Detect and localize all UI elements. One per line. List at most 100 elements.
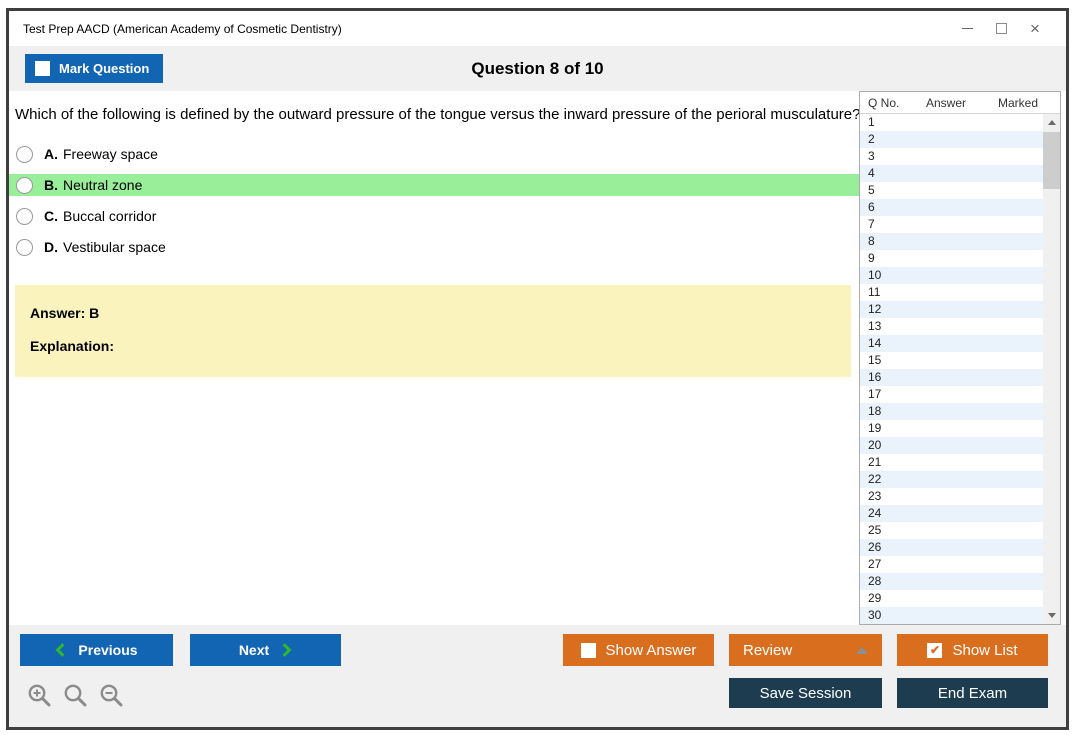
question-list-row[interactable]: 23: [868, 489, 882, 503]
mark-question-button[interactable]: Mark Question: [25, 54, 164, 83]
question-list-row[interactable]: 25: [868, 523, 882, 537]
option-letter: D.: [44, 239, 58, 255]
answer-option[interactable]: A. Freeway space: [9, 143, 859, 165]
answer-label: Answer: B: [30, 305, 100, 321]
previous-label: Previous: [78, 642, 138, 658]
question-list-row[interactable]: 8: [860, 233, 1043, 250]
question-list-row[interactable]: 14: [860, 335, 1043, 352]
scrollbar[interactable]: [1043, 114, 1060, 624]
save-session-button[interactable]: Save Session: [729, 678, 882, 708]
window-controls: ×: [950, 16, 1052, 42]
answer-option[interactable]: D. Vestibular space: [9, 236, 859, 258]
option-letter: C.: [44, 208, 58, 224]
minimize-button[interactable]: [950, 16, 984, 42]
question-list-row[interactable]: 15: [868, 353, 882, 367]
save-session-label: Save Session: [759, 684, 852, 702]
end-exam-label: End Exam: [937, 684, 1008, 702]
question-list-row[interactable]: 24: [860, 505, 1043, 522]
scroll-down-button[interactable]: [1043, 607, 1060, 624]
window-title: Test Prep AACD (American Academy of Cosm…: [23, 21, 342, 36]
zoom-reset-icon[interactable]: [62, 682, 89, 709]
question-panel: Which of the following is defined by the…: [9, 91, 859, 625]
question-list-row[interactable]: 29: [868, 591, 882, 605]
app-window: Test Prep AACD (American Academy of Cosm…: [6, 8, 1069, 730]
dropdown-arrow-icon: [856, 646, 868, 654]
header-strip: Mark Question Question 8 of 10: [9, 46, 1066, 91]
question-list-panel: Q No. Answer Marked 1 2 3 4 5 6 7 8 9 10 11 12 13 14 1…: [859, 91, 1061, 625]
zoom-out-icon[interactable]: [98, 682, 125, 709]
scroll-up-button[interactable]: [1043, 114, 1060, 131]
previous-button[interactable]: Previous: [20, 634, 173, 666]
option-text: Freeway space: [63, 146, 158, 162]
question-list-row[interactable]: 28: [860, 573, 1043, 590]
question-list-row[interactable]: 5: [868, 183, 875, 197]
question-list-row[interactable]: 21: [868, 455, 882, 469]
question-list-row[interactable]: 19: [868, 421, 882, 435]
review-dropdown[interactable]: Review: [729, 634, 882, 666]
content-area: Which of the following is defined by the…: [9, 91, 1066, 625]
end-exam-button[interactable]: End Exam: [897, 678, 1048, 708]
radio-button[interactable]: [16, 145, 33, 163]
question-list-row[interactable]: 30: [860, 607, 1043, 624]
question-list-row[interactable]: 27: [868, 557, 882, 571]
mark-question-checkbox[interactable]: [35, 61, 50, 76]
scrollbar-thumb[interactable]: [1043, 132, 1060, 189]
show-answer-label: Show Answer: [605, 641, 697, 659]
option-letter: A.: [44, 146, 58, 162]
question-list-row[interactable]: 4: [860, 165, 1043, 182]
question-list-row[interactable]: 9: [868, 251, 875, 265]
show-answer-button[interactable]: Show Answer: [563, 634, 714, 666]
question-list-row[interactable]: 10: [860, 267, 1043, 284]
question-list-header: Q No. Answer Marked: [860, 92, 1060, 114]
radio-button[interactable]: [16, 207, 33, 225]
radio-button[interactable]: [16, 238, 33, 256]
question-counter: Question 8 of 10: [471, 58, 604, 78]
explanation-label: Explanation:: [30, 338, 115, 354]
show-list-button[interactable]: Show List: [897, 634, 1048, 666]
close-button[interactable]: ×: [1018, 16, 1052, 42]
zoom-in-icon[interactable]: [26, 682, 53, 709]
maximize-icon: [995, 23, 1007, 34]
column-header-answer: Answer: [926, 95, 967, 110]
chevron-left-icon: [55, 643, 65, 657]
question-list-row[interactable]: 2: [860, 131, 1043, 148]
question-list-body: 1 2 3 4 5 6 7 8 9 10 11 12 13 14 15 16 17 18 19 20 21 22 23 24 2…: [860, 114, 1060, 624]
question-list-row[interactable]: 18: [860, 403, 1043, 420]
question-list-row[interactable]: 22: [860, 471, 1043, 488]
question-list-row[interactable]: 12: [860, 301, 1043, 318]
scroll-up-icon: [1047, 120, 1056, 125]
scroll-down-icon: [1047, 613, 1056, 618]
question-list-row[interactable]: 20: [860, 437, 1043, 454]
column-header-qno: Q No.: [868, 95, 900, 110]
question-list-row[interactable]: 17: [868, 387, 882, 401]
option-text: Buccal corridor: [63, 208, 157, 224]
option-letter: B.: [44, 177, 58, 193]
show-list-label: Show List: [952, 641, 1018, 659]
question-list-row[interactable]: 26: [860, 539, 1043, 556]
options-list: A. Freeway space B. Neutral zone C. Buccal co…: [9, 143, 859, 258]
radio-button[interactable]: [16, 176, 33, 194]
question-list-row[interactable]: 1: [868, 115, 875, 129]
answer-box: Answer: B Explanation:: [15, 285, 851, 377]
bottom-toolbar: Previous Next Show Answer Review Show Li…: [9, 625, 1066, 727]
mark-question-label: Mark Question: [59, 61, 150, 76]
option-text: Neutral zone: [63, 177, 143, 193]
question-list-row[interactable]: 7: [868, 217, 875, 231]
next-button[interactable]: Next: [190, 634, 341, 666]
question-list-row[interactable]: 16: [860, 369, 1043, 386]
next-label: Next: [238, 642, 270, 658]
chevron-right-icon: [282, 643, 292, 657]
question-list-row[interactable]: 3: [868, 149, 875, 163]
answer-option[interactable]: C. Buccal corridor: [9, 205, 859, 227]
show-list-checkbox[interactable]: [927, 642, 943, 658]
zoom-controls: [26, 682, 125, 709]
question-list-row[interactable]: 11: [868, 285, 881, 299]
question-list-row[interactable]: 13: [868, 319, 882, 333]
minimize-icon: [961, 28, 973, 29]
show-answer-checkbox[interactable]: [580, 642, 596, 658]
maximize-button[interactable]: [984, 16, 1018, 42]
close-icon: ×: [1030, 19, 1040, 38]
title-bar: Test Prep AACD (American Academy of Cosm…: [9, 11, 1066, 46]
answer-option[interactable]: B. Neutral zone: [9, 174, 859, 196]
question-list-row[interactable]: 6: [860, 199, 1043, 216]
